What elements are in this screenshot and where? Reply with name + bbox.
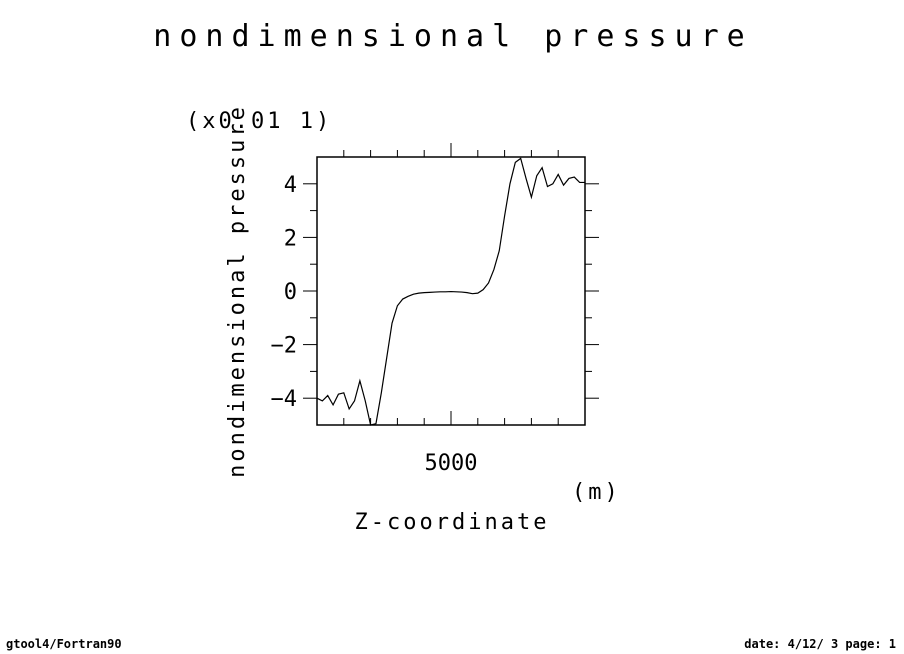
x-axis-label: Z-coordinate <box>355 510 550 535</box>
y-scale-label: (x0.01 1) <box>186 109 332 134</box>
plot-frame <box>316 156 586 426</box>
y-tick-label: 4 <box>284 173 297 198</box>
x-tick-label: 5000 <box>425 451 478 476</box>
y-tick-labels: −4 −2 0 2 4 <box>271 173 298 412</box>
y-tick-label: 0 <box>284 280 297 305</box>
axis-ticks <box>303 143 599 425</box>
y-tick-label: −4 <box>271 387 298 412</box>
footer-right: date: 4/12/ 3 page: 1 <box>744 637 896 651</box>
y-tick-label: 2 <box>284 226 297 251</box>
footer-left: gtool4/Fortran90 <box>6 637 122 651</box>
y-tick-label: −2 <box>271 334 298 359</box>
chart-title: nondimensional pressure <box>153 19 752 54</box>
y-axis-label: nondimensional pressure <box>225 104 250 478</box>
series-line <box>316 157 585 426</box>
x-tick-labels: 5000 <box>425 451 478 476</box>
x-unit-label: (m) <box>572 480 621 505</box>
